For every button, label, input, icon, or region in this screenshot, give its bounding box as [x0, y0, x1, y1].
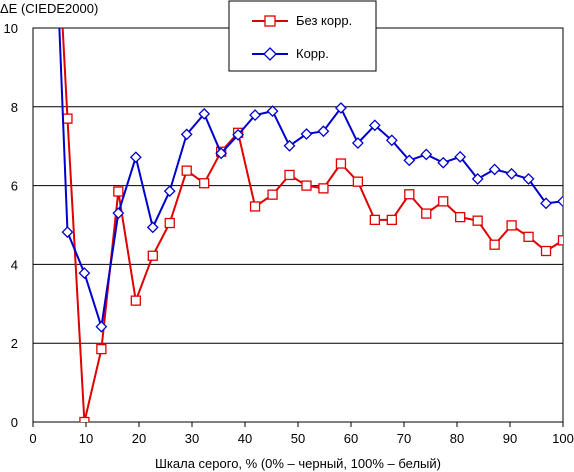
series-1-point [523, 231, 534, 242]
series-layer [58, 28, 563, 422]
x-tick-label-10: 100 [552, 431, 574, 446]
series-1-point [489, 239, 500, 250]
y-tick-label-1: 2 [11, 336, 18, 351]
series-1-point [147, 250, 158, 261]
series-1-point [249, 201, 261, 212]
x-axis-title: Шкала серого, % (0% – черный, 100% – бел… [155, 456, 441, 471]
series-1-point [284, 169, 295, 181]
x-tick-label-4: 40 [238, 431, 252, 446]
series-1-point [352, 176, 364, 187]
legend: Без корр. Корр. [228, 0, 377, 72]
series-1 [61, 28, 563, 422]
series-1-point [386, 214, 397, 226]
series-2-point [403, 154, 416, 167]
series-1-point [557, 235, 563, 246]
series-2-point [112, 207, 125, 220]
series-2-point [437, 156, 450, 169]
x-tick-label-9: 90 [503, 431, 517, 446]
series-1-point [267, 189, 278, 200]
series-1-point [404, 189, 415, 200]
series-1-point [369, 214, 381, 226]
x-tick-label-0: 0 [29, 431, 36, 446]
series-2-point [385, 134, 398, 147]
series-1-point [438, 196, 449, 207]
series-1-point [181, 165, 192, 176]
x-tick-label-8: 80 [450, 431, 464, 446]
x-tick-label-2: 20 [132, 431, 146, 446]
series-2-point [249, 109, 261, 121]
series-1-point [164, 217, 175, 229]
x-tick-label-3: 30 [185, 431, 199, 446]
series-2-point [95, 320, 108, 333]
y-tick-label-0: 0 [11, 415, 18, 430]
legend-entry-series-1: Без корр. [252, 13, 352, 28]
series-2-point [317, 125, 330, 138]
series-1-point [130, 295, 141, 306]
y-axis: 0 2 4 6 8 10 [4, 21, 18, 430]
series-1-point [301, 180, 312, 191]
y-axis-title: ΔE (CIEDE2000) [0, 1, 98, 16]
series-2-point [198, 107, 211, 120]
series-2-point [420, 148, 433, 161]
series-2-point [300, 128, 313, 140]
series-1-point [455, 211, 466, 223]
series-2-point [180, 128, 193, 141]
series-2-point [488, 163, 501, 176]
series-1-point [199, 178, 210, 189]
legend-entry-series-2: Корр. [252, 46, 329, 61]
series-1-point [318, 183, 329, 194]
series-1-point [96, 343, 107, 355]
x-tick-label-5: 50 [291, 431, 305, 446]
legend-label-series-2: Корр. [296, 46, 329, 61]
series-1-point [506, 220, 517, 231]
series-2-point [163, 185, 176, 198]
series-2-point [78, 267, 91, 279]
legend-box [228, 0, 377, 72]
series-1-point [540, 245, 552, 257]
series-2-point [540, 197, 552, 210]
series-1-point [113, 186, 124, 197]
series-2 [58, 28, 563, 333]
series-1-point [335, 158, 347, 169]
series-1-point [79, 416, 90, 422]
series-2-point [129, 151, 142, 164]
series-2-point [215, 147, 228, 160]
series-2-point [266, 105, 279, 118]
series-2-point [368, 119, 381, 132]
series-2-point [61, 226, 74, 239]
legend-marker-series-2 [263, 47, 277, 61]
y-tick-label-2: 4 [11, 257, 18, 272]
series-1-point [472, 215, 483, 226]
series-2-point [335, 102, 347, 114]
y-tick-label-5: 10 [4, 21, 18, 36]
legend-marker-series-1 [264, 15, 276, 27]
series-2-point [283, 139, 296, 152]
x-tick-label-6: 60 [344, 431, 358, 446]
series-2-point [351, 137, 364, 149]
series-2-point [232, 128, 245, 141]
series-2-point [557, 195, 563, 208]
y-tick-label-3: 6 [11, 179, 18, 194]
series-1-point [62, 113, 73, 124]
legend-label-series-1: Без корр. [296, 13, 352, 28]
series-2-point [505, 167, 518, 180]
series-1-point [421, 208, 432, 219]
x-tick-label-1: 10 [79, 431, 93, 446]
x-axis: 0 10 20 30 40 50 60 70 80 90 100 [29, 422, 574, 446]
y-tick-label-4: 8 [11, 100, 18, 115]
series-2-point [471, 172, 484, 185]
x-tick-label-7: 70 [397, 431, 411, 446]
series-2-point [454, 150, 467, 163]
series-2-point [522, 172, 535, 185]
series-2-point [146, 221, 159, 234]
grid [33, 106, 563, 344]
